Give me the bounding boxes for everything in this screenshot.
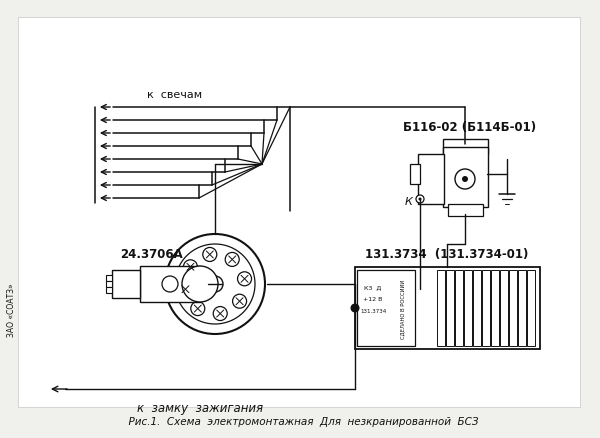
Text: СДЕЛАНО В РОССИИИ: СДЕЛАНО В РОССИИИ (401, 279, 406, 338)
Bar (464, 270, 472, 346)
Circle shape (350, 304, 359, 313)
Text: к  замку  зажигания: к замку зажигания (137, 401, 263, 414)
Circle shape (203, 248, 217, 262)
Circle shape (178, 283, 193, 297)
Circle shape (182, 266, 218, 302)
Bar (418, 155, 444, 205)
Text: к  свечам: к свечам (148, 90, 203, 100)
Bar (509, 270, 517, 346)
Text: 131.3734: 131.3734 (360, 309, 386, 314)
Bar (443, 148, 488, 208)
Bar (112, 270, 140, 298)
Bar (106, 287, 112, 293)
Bar (473, 270, 481, 346)
Bar (527, 270, 535, 346)
Circle shape (184, 260, 197, 274)
Text: +12 В: +12 В (364, 297, 383, 302)
Text: КЗ  Д: КЗ Д (364, 285, 382, 290)
Text: К: К (405, 197, 413, 207)
Bar (18, 18, 580, 407)
Bar (446, 270, 454, 346)
Circle shape (225, 253, 239, 267)
Bar (482, 270, 490, 346)
Circle shape (191, 302, 205, 316)
Bar (455, 270, 463, 346)
Bar (448, 205, 483, 216)
Bar (518, 270, 526, 346)
Circle shape (213, 307, 227, 321)
Circle shape (238, 272, 251, 286)
Circle shape (162, 276, 178, 292)
Bar (357, 270, 415, 346)
Text: 131.3734  (131.3734-01): 131.3734 (131.3734-01) (365, 248, 529, 261)
Bar (500, 270, 508, 346)
Text: 24.3706А: 24.3706А (120, 248, 183, 261)
Bar (410, 165, 420, 184)
Circle shape (455, 170, 475, 190)
Text: Б116-02 (Б114Б-01): Б116-02 (Б114Б-01) (403, 121, 536, 134)
Circle shape (416, 195, 424, 204)
Text: ЗАО «СОАТЗ»: ЗАО «СОАТЗ» (7, 283, 16, 336)
Bar (437, 270, 445, 346)
Circle shape (207, 276, 223, 292)
Bar (106, 281, 112, 287)
Bar (355, 267, 540, 349)
Text: Рис.1.  Схема  электромонтажная  Для  незкранированной  БСЗ: Рис.1. Схема электромонтажная Для незкра… (122, 416, 478, 426)
Circle shape (175, 244, 255, 324)
Bar (443, 140, 488, 155)
Circle shape (165, 234, 265, 334)
Bar (140, 266, 200, 302)
Bar (491, 270, 499, 346)
Circle shape (419, 198, 422, 201)
Circle shape (462, 177, 468, 183)
Circle shape (233, 294, 247, 308)
Bar (106, 276, 112, 281)
